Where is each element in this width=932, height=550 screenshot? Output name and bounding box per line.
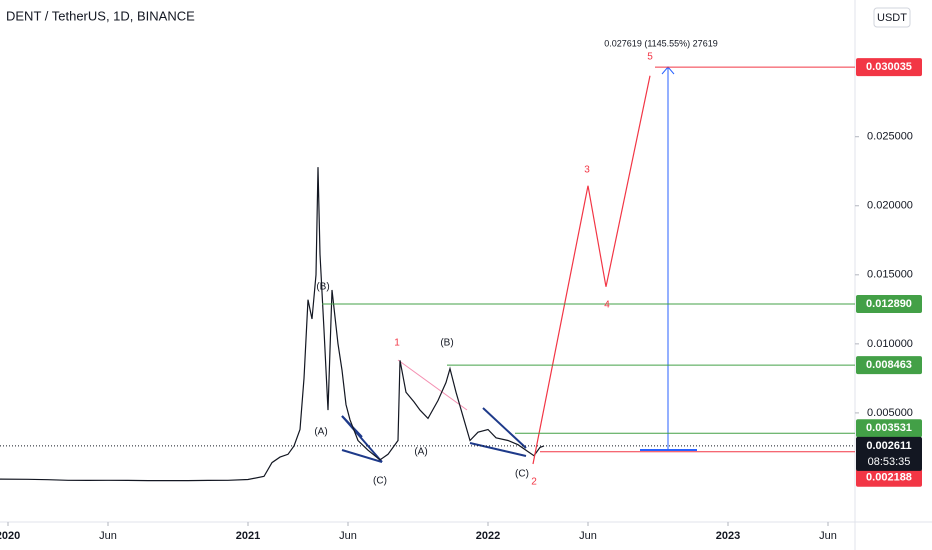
level-label-box [856, 356, 922, 375]
x-tick-label: Jun [579, 530, 597, 542]
wave-label: 2 [531, 477, 537, 488]
level-label-box [856, 294, 922, 313]
currency-box[interactable] [873, 7, 911, 28]
y-tick-label: 0.005000 [867, 407, 913, 419]
chart-title: DENT / TetherUS, 1D, BINANCE [6, 8, 195, 23]
x-tick-label: 2020 [0, 530, 20, 542]
wave-label: 5 [647, 52, 653, 63]
abc-label: (A) [314, 427, 327, 438]
level-label-box [856, 58, 922, 77]
abc-label: (B) [316, 282, 329, 293]
projection-line [532, 75, 651, 465]
level-label: 0.008463 [866, 359, 912, 371]
x-tick-label: Jun [819, 530, 837, 542]
level-label: 0.012890 [866, 298, 912, 310]
wave-label: 4 [604, 300, 610, 311]
abc-label: (C) [515, 469, 529, 480]
x-tick-label: Jun [99, 530, 117, 542]
y-tick-label: 0.025000 [867, 131, 913, 143]
wedge-line [341, 449, 383, 463]
wave-label: 1 [394, 338, 400, 349]
last-price-box [856, 436, 922, 471]
wedge-line [482, 407, 527, 449]
wedge-line [341, 415, 383, 463]
x-tick-label: 2021 [236, 530, 260, 542]
measure-label: 0.027619 (1145.55%) 27619 [604, 38, 717, 48]
countdown: 08:53:35 [868, 456, 911, 468]
price-line [0, 167, 545, 482]
last-price-label: 0.002611 [866, 440, 911, 452]
y-tick-label: 0.020000 [867, 200, 913, 212]
level-label-box [856, 419, 922, 438]
level-label: 0.003531 [866, 422, 912, 434]
wave-label: 3 [584, 165, 590, 176]
abc-label: (A) [414, 447, 427, 458]
trend-line [397, 359, 468, 411]
level-label: 0.002188 [866, 472, 912, 484]
currency[interactable]: USDT [877, 12, 907, 24]
wedge-line [469, 442, 527, 457]
level-label-box [856, 468, 922, 487]
y-tick-label: 0.015000 [867, 269, 913, 281]
y-tick-label: 0.010000 [867, 338, 913, 350]
x-tick-label: 2022 [476, 530, 500, 542]
abc-label: (C) [373, 476, 387, 487]
x-tick-label: Jun [339, 530, 357, 542]
abc-label: (B) [440, 338, 453, 349]
level-label: 0.030035 [866, 61, 912, 73]
x-tick-label: 2023 [716, 530, 740, 542]
